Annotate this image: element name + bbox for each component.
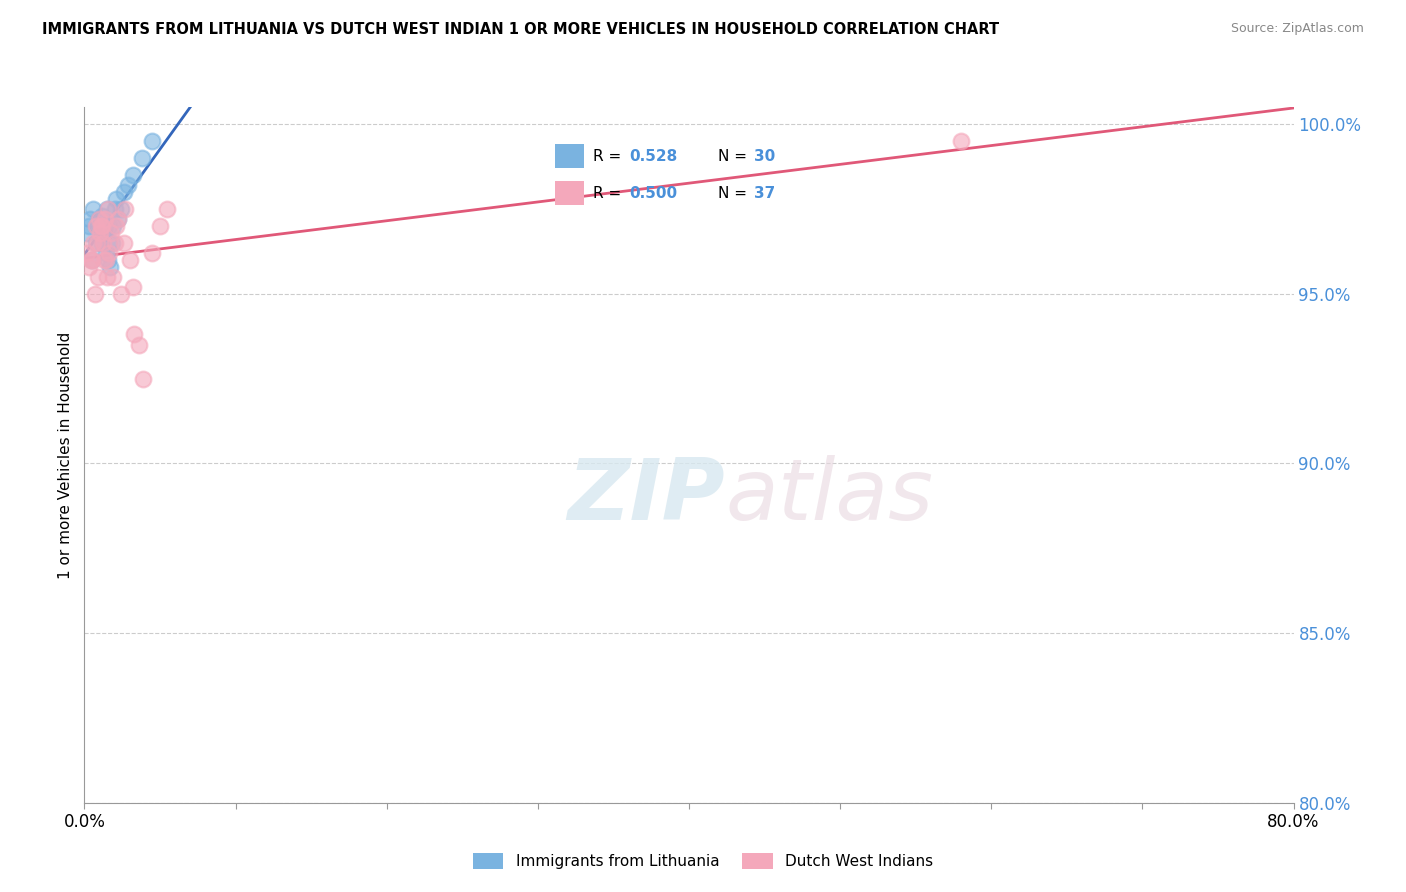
Point <box>121 280 143 294</box>
Point <box>101 219 124 233</box>
Point <box>77 219 100 233</box>
Point <box>91 209 114 223</box>
Point <box>112 185 135 199</box>
Point <box>107 212 129 227</box>
Point <box>141 134 163 148</box>
Text: IMMIGRANTS FROM LITHUANIA VS DUTCH WEST INDIAN 1 OR MORE VEHICLES IN HOUSEHOLD C: IMMIGRANTS FROM LITHUANIA VS DUTCH WEST … <box>42 22 1000 37</box>
Point <box>96 252 118 267</box>
Point <box>149 219 172 233</box>
Point <box>80 252 103 267</box>
Point <box>110 286 132 301</box>
Point <box>97 252 120 267</box>
Point <box>79 212 101 227</box>
Point <box>104 202 127 216</box>
Point <box>118 252 141 267</box>
Point <box>97 202 120 216</box>
Point <box>156 202 179 216</box>
Text: atlas: atlas <box>725 455 934 538</box>
Point <box>96 269 118 284</box>
Point <box>91 235 114 250</box>
Point <box>98 235 121 250</box>
Point <box>93 252 115 267</box>
Point <box>100 226 122 240</box>
Point <box>112 235 135 250</box>
Point <box>128 337 150 351</box>
Y-axis label: 1 or more Vehicles in Household: 1 or more Vehicles in Household <box>58 331 73 579</box>
Point <box>77 260 100 274</box>
Point <box>107 212 129 227</box>
Point <box>94 246 117 260</box>
Point <box>82 235 104 250</box>
Point <box>90 235 112 250</box>
Point <box>87 269 110 284</box>
Point <box>950 134 973 148</box>
Point <box>89 226 111 240</box>
Point <box>141 246 163 260</box>
Point <box>105 192 128 206</box>
Point <box>80 252 103 267</box>
Point <box>131 151 153 165</box>
Point <box>84 219 107 233</box>
Point <box>98 260 121 274</box>
Point <box>90 219 112 233</box>
Legend: Immigrants from Lithuania, Dutch West Indians: Immigrants from Lithuania, Dutch West In… <box>467 847 939 875</box>
Point <box>86 235 108 250</box>
Point <box>94 212 117 227</box>
Point <box>105 219 128 233</box>
Point <box>76 226 98 240</box>
Point <box>90 226 112 240</box>
Point <box>132 371 155 385</box>
Point <box>97 219 120 233</box>
Point <box>90 219 112 233</box>
Point <box>82 202 104 216</box>
Point <box>117 178 139 193</box>
Point <box>76 246 98 260</box>
Point <box>121 168 143 182</box>
Text: Source: ZipAtlas.com: Source: ZipAtlas.com <box>1230 22 1364 36</box>
Point <box>94 219 117 233</box>
Point <box>110 202 132 216</box>
Point <box>89 212 111 227</box>
Point <box>114 202 136 216</box>
Point <box>84 286 107 301</box>
Point <box>100 235 122 250</box>
Point <box>84 235 107 250</box>
Text: ZIP: ZIP <box>568 455 725 538</box>
Point <box>96 202 118 216</box>
Point <box>80 252 103 267</box>
Point <box>93 226 115 240</box>
Point <box>122 327 145 342</box>
Point <box>101 269 124 284</box>
Point <box>87 212 110 227</box>
Point <box>86 219 108 233</box>
Point <box>104 235 127 250</box>
Point <box>98 246 121 260</box>
